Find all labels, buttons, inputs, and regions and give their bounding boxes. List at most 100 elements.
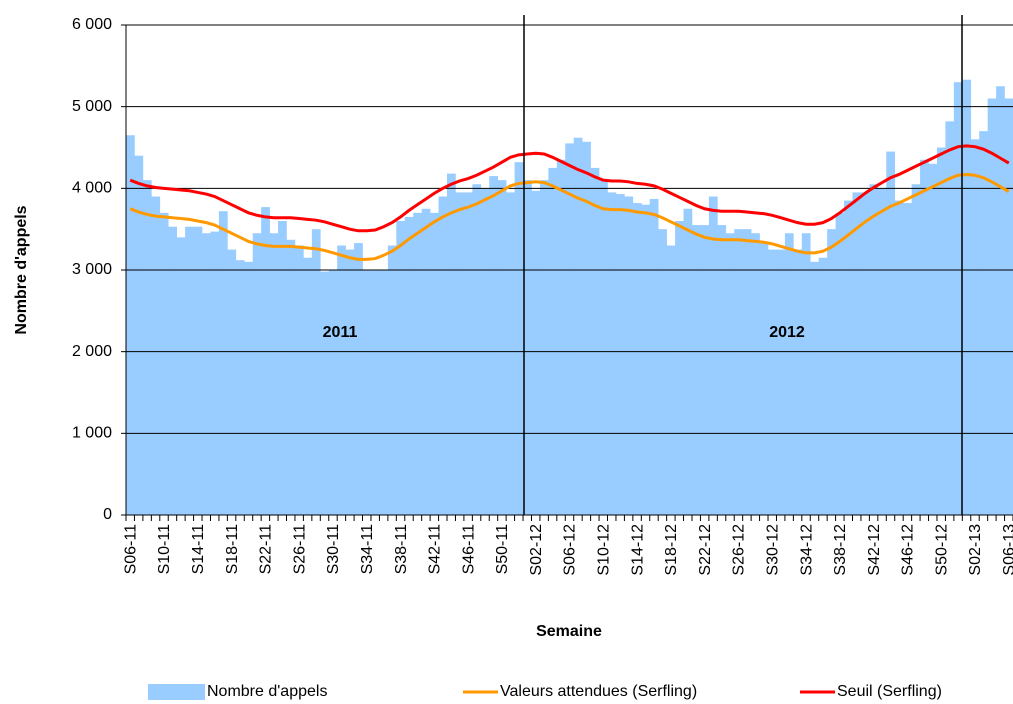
bar bbox=[193, 226, 203, 515]
x-tick-label: S38-12 bbox=[832, 524, 849, 576]
bar bbox=[962, 79, 972, 515]
y-axis-title: Nombre d'appels bbox=[13, 205, 30, 334]
bar bbox=[497, 180, 507, 515]
bar bbox=[970, 139, 980, 516]
bar bbox=[151, 196, 161, 515]
bar bbox=[936, 147, 946, 515]
bar bbox=[886, 151, 896, 516]
bar bbox=[920, 159, 929, 515]
x-tick-label: S06-13 bbox=[1001, 524, 1013, 576]
x-tick-label: S34-11 bbox=[359, 524, 376, 575]
bar bbox=[379, 270, 389, 515]
bar bbox=[261, 207, 270, 515]
bar bbox=[438, 196, 448, 515]
x-tick-label: S30-12 bbox=[764, 524, 781, 576]
bar bbox=[1004, 98, 1013, 515]
bar bbox=[810, 261, 820, 515]
bar bbox=[354, 243, 363, 516]
bar bbox=[430, 212, 439, 516]
x-tick-label: S02-12 bbox=[528, 524, 545, 576]
bar bbox=[134, 155, 144, 515]
y-tick-label: 3 000 bbox=[72, 261, 112, 278]
bar bbox=[235, 260, 245, 515]
bar bbox=[708, 196, 718, 515]
bar bbox=[218, 211, 228, 515]
x-tick-label: S46-11 bbox=[460, 524, 477, 575]
bar bbox=[337, 245, 346, 515]
x-tick-label: S26-12 bbox=[731, 524, 748, 576]
bar bbox=[244, 261, 254, 515]
annotation: 2011 bbox=[323, 324, 358, 341]
x-tick-label: S02-13 bbox=[967, 524, 984, 576]
bar bbox=[286, 239, 296, 516]
bar bbox=[675, 221, 684, 515]
bar bbox=[413, 212, 422, 516]
x-tick-label: S10-11 bbox=[156, 524, 173, 575]
x-tick-label: S50-11 bbox=[494, 524, 511, 575]
bar bbox=[210, 231, 220, 515]
x-tick-label: S14-11 bbox=[190, 524, 207, 575]
bar bbox=[227, 249, 237, 516]
x-tick-label: S22-12 bbox=[697, 524, 714, 576]
bar bbox=[911, 184, 921, 515]
x-tick-label: S18-12 bbox=[663, 524, 680, 576]
bar bbox=[725, 233, 735, 515]
bar bbox=[421, 208, 431, 515]
bar bbox=[573, 137, 583, 515]
x-tick-label: S42-11 bbox=[427, 524, 444, 575]
legend-label: Nombre d'appels bbox=[207, 683, 327, 700]
x-tick-label: S18-11 bbox=[224, 524, 241, 575]
bar bbox=[953, 82, 963, 516]
bar bbox=[565, 143, 575, 515]
line bbox=[129, 172, 1010, 261]
y-tick-label: 5 000 bbox=[72, 98, 112, 115]
x-axis-title: Semaine bbox=[536, 623, 602, 640]
bar bbox=[632, 203, 642, 516]
bar bbox=[202, 233, 211, 515]
bar bbox=[987, 98, 997, 515]
x-tick-label: S38-11 bbox=[393, 524, 410, 575]
x-tick-label: S30-11 bbox=[325, 524, 342, 575]
bar bbox=[345, 249, 355, 516]
bar bbox=[894, 200, 904, 516]
bar bbox=[717, 225, 727, 516]
bar bbox=[472, 184, 482, 515]
bar bbox=[582, 141, 591, 516]
legend-swatch bbox=[148, 684, 205, 700]
bar bbox=[278, 221, 287, 515]
x-tick-label: S50-12 bbox=[933, 524, 950, 576]
bar bbox=[759, 241, 769, 515]
bar bbox=[590, 167, 600, 515]
annotation: 2012 bbox=[769, 324, 805, 341]
bar bbox=[539, 180, 549, 515]
bar bbox=[320, 271, 330, 515]
bar bbox=[818, 257, 828, 515]
bar bbox=[396, 221, 406, 515]
bar bbox=[404, 216, 414, 515]
bar bbox=[742, 229, 752, 515]
bar bbox=[734, 229, 743, 515]
bar bbox=[869, 184, 879, 515]
bar bbox=[303, 257, 313, 515]
bar bbox=[784, 233, 794, 515]
x-tick-label: S14-12 bbox=[629, 524, 646, 576]
y-tick-label: 4 000 bbox=[72, 180, 112, 197]
legend-label: Seuil (Serfling) bbox=[837, 683, 942, 700]
bar bbox=[658, 229, 667, 515]
x-tick-label: S26-11 bbox=[291, 524, 308, 575]
bar bbox=[252, 233, 262, 515]
bar bbox=[362, 270, 372, 515]
line bbox=[129, 144, 1010, 233]
x-tick-label: S06-12 bbox=[562, 524, 579, 576]
bar bbox=[641, 204, 651, 515]
bar bbox=[928, 163, 938, 516]
bar bbox=[447, 173, 456, 515]
bar bbox=[844, 200, 853, 516]
bar bbox=[691, 225, 701, 516]
bar bbox=[768, 249, 777, 516]
bar bbox=[506, 192, 515, 515]
bar bbox=[548, 167, 558, 515]
bar bbox=[852, 192, 862, 515]
x-tick-label: S06-11 bbox=[122, 524, 139, 575]
